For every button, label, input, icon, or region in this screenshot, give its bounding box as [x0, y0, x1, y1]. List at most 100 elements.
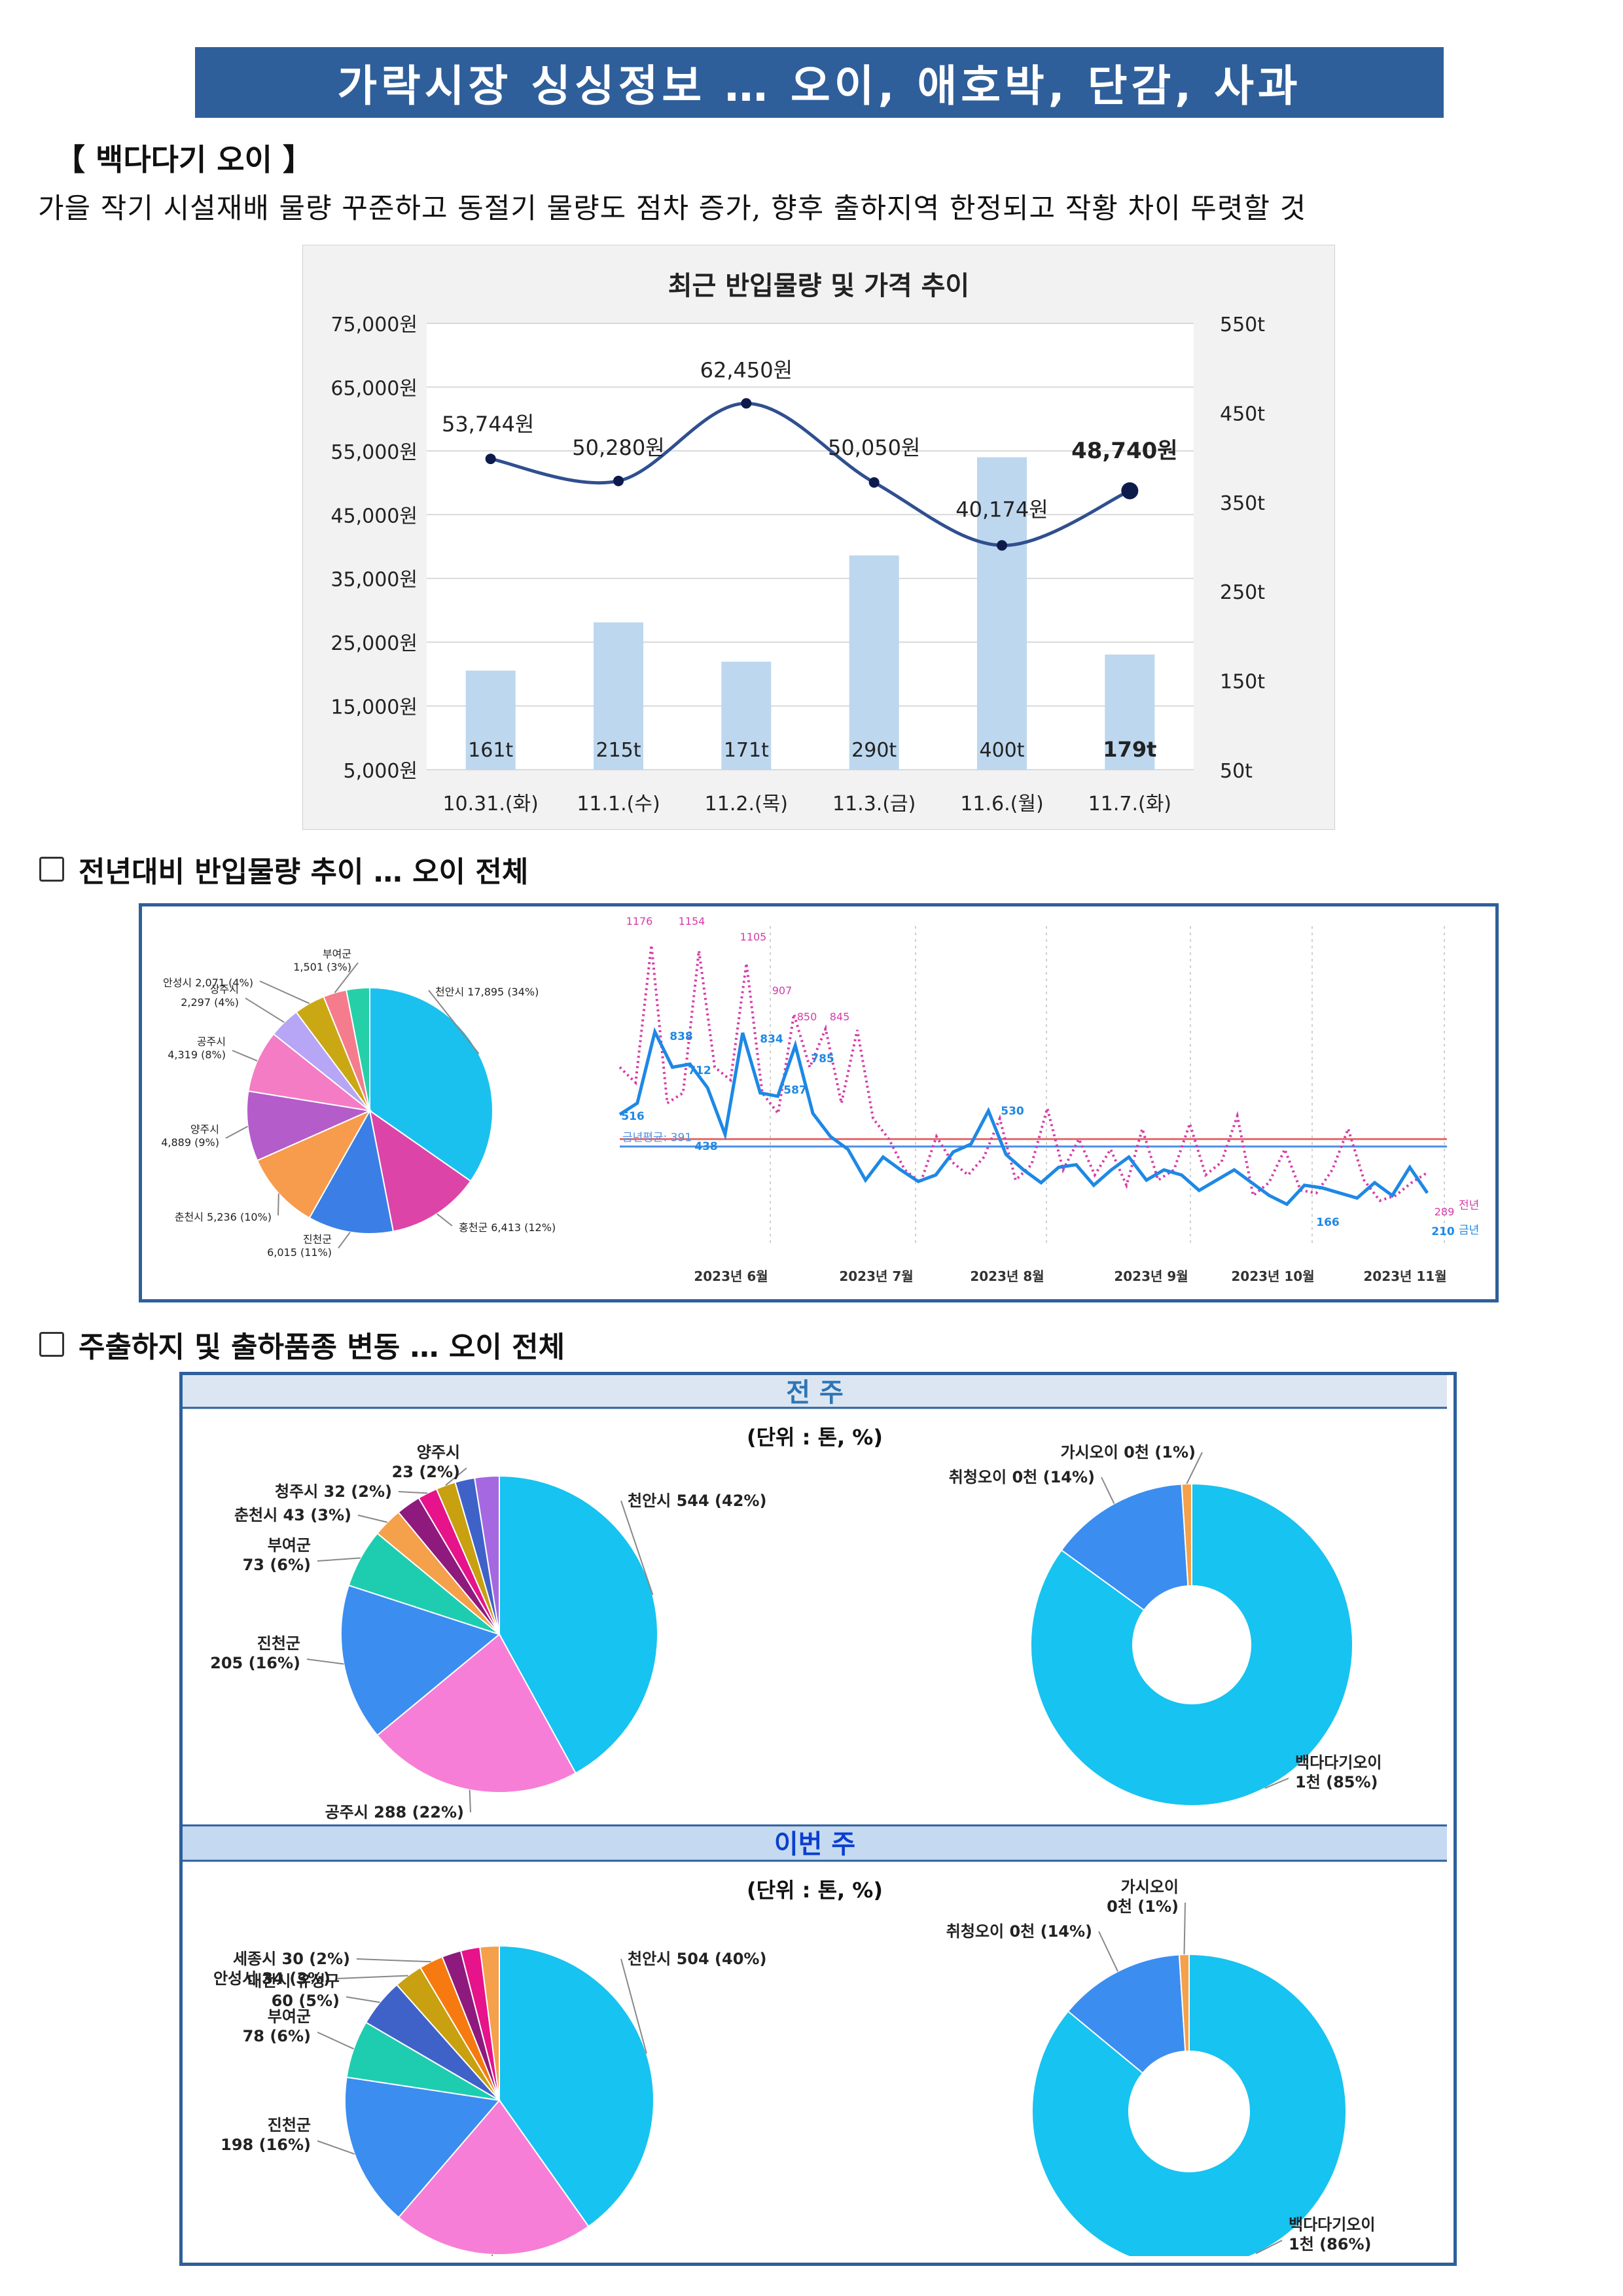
price-point — [613, 475, 624, 486]
slice-label: 진천군 198 (16%) — [221, 2116, 311, 2154]
price-label: 48,740원 — [1071, 438, 1177, 464]
y-left-tick-label: 35,000원 — [330, 569, 418, 592]
volume-label: 400t — [979, 739, 1024, 762]
volume-bar — [721, 661, 772, 770]
y-right-tick-label: 150t — [1220, 671, 1265, 694]
slice-label: 대전시 유성구 60 (5%) — [247, 1972, 340, 2010]
pie-slice — [256, 1109, 372, 1219]
slice-label: 백다다기오이 1천 (86%) — [1289, 2215, 1375, 2253]
region-pie: 천안시 17,895 (34%) 홍천군 6,413 (12%) 진천군 6,015 … — [161, 948, 556, 1259]
legend-prev-year: 전년 — [1459, 1199, 1479, 1212]
x-tick-label: 11.2.(목) — [705, 793, 788, 816]
pie-slice — [499, 1945, 654, 2228]
prev-peak-label: 850 — [797, 1011, 817, 1023]
leader-line — [306, 1659, 344, 1665]
y-left-tick-label: 55,000원 — [330, 441, 418, 464]
x-tick-label: 10.31.(화) — [442, 793, 538, 816]
slice-label: 공주시 4,319 (8%) — [168, 1035, 226, 1061]
pie-slice — [397, 2099, 590, 2255]
prev-peak-label: 907 — [772, 984, 793, 997]
this-peak-label: 785 — [811, 1052, 834, 1066]
volume-bar — [1105, 655, 1155, 770]
price-label: 53,744원 — [442, 412, 534, 437]
price-label: 50,280원 — [572, 435, 664, 460]
average-annotation: 금년평균: 391 — [622, 1132, 692, 1145]
last-week-unit: (단위 : 톤, %) — [747, 1425, 883, 1450]
pie-slice — [1067, 1954, 1186, 2074]
pie-slice — [479, 1945, 500, 2101]
leader-line — [225, 1126, 249, 1139]
slice-label: 안성시 34 (3%) — [213, 1969, 330, 1988]
month-tick-label: 2023년 6월 — [694, 1268, 768, 1284]
subhead-trend: 전년대비 반입물량 추이 … 오이 전체 — [39, 848, 528, 890]
pie-slice — [368, 1109, 472, 1232]
section-heading: 【 백다다기 오이 】 — [55, 142, 313, 177]
pie-slice — [1178, 1953, 1190, 2053]
page-title: 가락시장 싱싱정보 … 오이, 애호박, 단감, 사과 — [195, 47, 1444, 118]
leader-line — [1264, 1778, 1289, 1789]
leader-line — [259, 980, 310, 1005]
checkbox-icon — [39, 857, 64, 882]
month-tick-label: 2023년 7월 — [839, 1268, 913, 1284]
y-left-tick-label: 75,000원 — [330, 314, 418, 336]
volume-label: 215t — [596, 739, 641, 762]
slice-label: 천안시 504 (40%) — [628, 1950, 766, 1968]
month-tick-label: 2023년 8월 — [970, 1268, 1044, 1284]
slice-label: 천안시 17,895 (34%) — [435, 986, 539, 998]
y-left-tick-label: 15,000원 — [330, 696, 418, 719]
slice-label: 공주시 288 (22%) — [325, 1803, 464, 1821]
leader-line — [445, 1467, 467, 1486]
this-peak-label: 838 — [669, 1030, 693, 1043]
leader-line — [336, 1975, 408, 1979]
y-right-tick-label: 550t — [1220, 314, 1265, 336]
slice-label: 양주시 23 (2%) — [392, 1443, 460, 1481]
this-week-header-bg — [183, 1825, 1447, 1861]
this-week-unit: (단위 : 톤, %) — [747, 1878, 883, 1903]
legend-this-year: 금년 — [1459, 1224, 1479, 1237]
this-peak-label: 210 — [1431, 1225, 1455, 1238]
price-point — [741, 398, 752, 409]
slice-label: 천안시 544 (42%) — [628, 1492, 766, 1510]
leader-line — [338, 1231, 351, 1249]
pie-slice — [1031, 1953, 1347, 2256]
trend-charts: 천안시 17,895 (34%) 홍천군 6,413 (12%) 진천군 6,015 … — [161, 915, 1479, 1284]
pie-slice — [247, 1033, 372, 1112]
price-label: 40,174원 — [955, 497, 1048, 522]
price-point — [1121, 482, 1139, 499]
pie-slice — [340, 1584, 501, 1736]
this-peak-label: 516 — [621, 1110, 645, 1123]
slice-label: 춘천시 5,236 (10%) — [175, 1211, 272, 1223]
price-label: 50,050원 — [828, 435, 920, 460]
y-left-tick-label: 45,000원 — [330, 505, 418, 528]
x-tick-label: 11.6.(월) — [960, 793, 1043, 816]
pie-slice — [376, 1633, 577, 1793]
slice-label: 안성시 2,071 (4%) — [163, 977, 253, 989]
slice-label: 가시오이 0천 (1%) — [1107, 1878, 1179, 1916]
y-left-tick-label: 5,000원 — [344, 760, 418, 783]
chart-title: 최근 반입물량 및 가격 추이 — [668, 271, 970, 301]
prev-year-line — [618, 944, 1429, 1202]
slice-label: 세종시 30 (2%) — [233, 1950, 350, 1968]
price-point — [868, 477, 880, 488]
volume-bar — [594, 622, 643, 770]
leader-line — [232, 1050, 258, 1062]
leader-line — [356, 1958, 431, 1963]
prev-peak-label: 1154 — [679, 915, 705, 927]
leader-line — [346, 1996, 380, 2003]
month-tick-label: 2023년 9월 — [1114, 1268, 1188, 1284]
y-right-tick-label: 50t — [1220, 760, 1253, 783]
prev-peak-label: 289 — [1435, 1206, 1455, 1218]
volume-bar — [977, 457, 1027, 770]
slice-label: 청주시 32 (2%) — [275, 1482, 392, 1501]
leader-line — [620, 1500, 654, 1596]
volume-label: 179t — [1103, 737, 1156, 762]
slice-label: 부여군 78 (6%) — [243, 2007, 311, 2045]
price-volume-chart: 최근 반입물량 및 가격 추이 161t 215t 171t 290t 400t 179t… — [302, 245, 1335, 830]
y-right-tick-label: 350t — [1220, 492, 1265, 515]
y-right-tick-label: 250t — [1220, 581, 1265, 604]
leader-line — [436, 1213, 453, 1227]
slice-label: 가시오이 0천 (1%) — [1061, 1443, 1196, 1462]
x-tick-label: 11.7.(화) — [1088, 793, 1171, 816]
leader-line — [398, 1491, 428, 1494]
price-line — [490, 401, 1131, 547]
